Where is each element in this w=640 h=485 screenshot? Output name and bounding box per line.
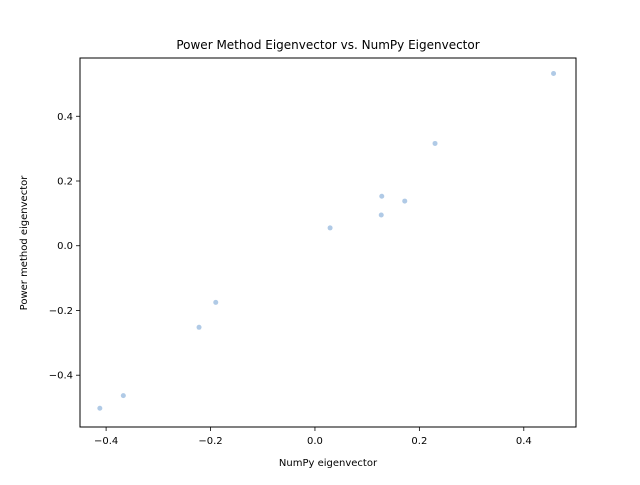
scatter-point: [213, 299, 219, 305]
scatter-point: [327, 225, 333, 231]
y-tick-label: 0.0: [57, 241, 73, 252]
scatter-point: [196, 324, 202, 330]
scatter-point: [402, 198, 408, 204]
chart-title: Power Method Eigenvector vs. NumPy Eigen…: [176, 38, 479, 52]
scatter-point: [432, 140, 438, 146]
y-tick-label: 0.2: [57, 177, 73, 188]
y-tick-label: 0.4: [57, 112, 73, 123]
scatter-point: [378, 212, 384, 218]
scatter-point: [379, 193, 385, 199]
x-axis-label: NumPy eigenvector: [279, 458, 378, 469]
x-axis: −0.4 −0.2 0.0 0.2 0.4: [94, 427, 532, 447]
y-axis: −0.4 −0.2 0.0 0.2 0.4: [49, 112, 80, 382]
x-tick-label: −0.4: [94, 436, 118, 447]
x-tick-label: 0.0: [307, 436, 323, 447]
y-tick-label: −0.4: [49, 371, 73, 382]
scatter-point: [551, 71, 557, 77]
y-axis-label: Power method eigenvector: [19, 175, 30, 311]
axes-frame: [79, 57, 577, 428]
x-tick-label: 0.2: [411, 436, 427, 447]
scatter-point: [97, 405, 103, 411]
y-tick-label: −0.2: [49, 306, 73, 317]
plot-area: [97, 71, 557, 411]
x-tick-label: 0.4: [516, 436, 532, 447]
x-tick-label: −0.2: [198, 436, 222, 447]
scatter-point: [120, 393, 126, 399]
